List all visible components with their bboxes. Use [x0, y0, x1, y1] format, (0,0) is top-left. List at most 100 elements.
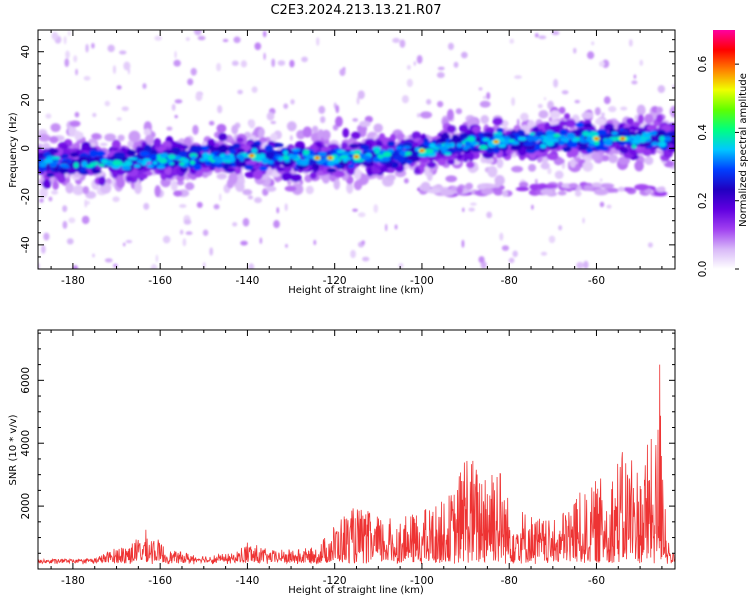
heatmap-cell — [213, 204, 220, 210]
heatmap-cell — [517, 136, 525, 141]
heatmap-cell — [381, 156, 391, 162]
heatmap-cell — [139, 150, 150, 157]
heatmap-cell — [174, 99, 183, 104]
heatmap-cell — [74, 111, 80, 118]
heatmap-cell — [540, 143, 547, 149]
x-tick-label: -80 — [501, 275, 518, 287]
heatmap-cell — [492, 117, 504, 126]
heatmap-cell — [563, 137, 569, 143]
heatmap-cell — [423, 164, 430, 177]
heatmap-cell — [247, 195, 254, 200]
heatmap-cell — [534, 178, 538, 185]
heatmap-cell — [244, 164, 254, 171]
heatmap-cell — [305, 185, 314, 195]
heatmap-cell — [559, 129, 568, 136]
heatmap-cell — [242, 217, 250, 227]
x-tick-label: -140 — [236, 275, 260, 287]
heatmap-cell — [544, 122, 551, 131]
heatmap-cell — [236, 137, 244, 143]
heatmap-cell — [75, 68, 78, 76]
heatmap-cell — [598, 60, 605, 67]
heatmap-cell — [265, 185, 277, 192]
heatmap-cell — [160, 152, 169, 159]
heatmap-cell — [346, 182, 354, 194]
heatmap-cell — [88, 149, 98, 158]
heatmap-cell — [111, 139, 121, 149]
heatmap-cell — [252, 170, 264, 180]
heatmap-cell — [202, 229, 209, 236]
heatmap-cell — [456, 187, 464, 194]
heatmap-cell — [48, 148, 59, 154]
colorbar-tick-label: 0.4 — [697, 124, 709, 141]
heatmap-cell — [444, 151, 452, 156]
heatmap-cell — [350, 131, 361, 140]
heatmap-cell — [608, 106, 617, 113]
heatmap-cell — [547, 167, 552, 175]
heatmap-cell — [290, 173, 302, 182]
heatmap-cell — [152, 160, 158, 165]
heatmap-cell — [193, 163, 202, 171]
heatmap-cell — [123, 242, 126, 247]
heatmap-cell — [486, 211, 493, 219]
heatmap-cell — [583, 260, 589, 269]
heatmap-cell — [215, 163, 224, 169]
heatmap-cell — [546, 152, 559, 161]
x-tick-label: -140 — [236, 575, 260, 587]
heatmap-cell — [453, 61, 459, 68]
heatmap-cell — [611, 131, 618, 136]
heatmap-cell — [91, 133, 101, 140]
heatmap-cell — [467, 152, 475, 162]
heatmap-cell — [112, 159, 123, 166]
heatmap-cell — [418, 152, 428, 157]
heatmap-cell — [482, 137, 490, 142]
heatmap-cell — [263, 52, 266, 61]
heatmap-cell — [320, 146, 330, 154]
heatmap-cell — [589, 131, 598, 137]
heatmap-cell — [150, 263, 158, 269]
heatmap-cell — [79, 166, 87, 173]
y-tick-label: 4000 — [20, 430, 32, 457]
heatmap-cell — [644, 113, 654, 124]
y-tick-label: 6000 — [20, 367, 32, 394]
heatmap-cell — [534, 33, 539, 38]
heatmap-cell — [224, 154, 231, 158]
heatmap-cell — [446, 109, 454, 121]
heatmap-cell — [99, 142, 108, 147]
heatmap-cell — [51, 31, 59, 40]
heatmap-cell — [50, 123, 61, 133]
x-tick-label: -180 — [61, 575, 85, 587]
heatmap-cell — [61, 153, 69, 158]
heatmap-cell — [538, 136, 545, 141]
heatmap-cell — [633, 74, 637, 79]
heatmap-cell — [266, 112, 275, 121]
heatmap-cell — [170, 180, 178, 192]
heatmap-cell — [466, 161, 475, 169]
heatmap-cell — [216, 123, 227, 133]
heatmap-cell — [557, 190, 567, 196]
heatmap-cell — [59, 168, 68, 174]
heatmap-cell — [396, 156, 406, 163]
heatmap-cell — [594, 188, 609, 196]
heatmap-cell — [271, 58, 276, 68]
heatmap-cell — [628, 39, 633, 47]
heatmap-cell — [403, 178, 409, 184]
heatmap-cell — [601, 112, 605, 117]
heatmap-cell — [352, 118, 359, 122]
heatmap-cell — [232, 222, 238, 227]
heatmap-cell — [185, 182, 195, 191]
heatmap-cell — [82, 186, 90, 195]
heatmap-cell — [51, 190, 59, 195]
heatmap-cell — [395, 146, 403, 150]
heatmap-cell — [38, 133, 51, 142]
heatmap-cell — [49, 162, 57, 168]
heatmap-cell — [404, 151, 412, 156]
heatmap-cell — [104, 100, 111, 107]
heatmap-cell — [523, 141, 535, 147]
heatmap-cell — [409, 157, 420, 162]
heatmap-cell — [520, 112, 529, 122]
heatmap-cell — [311, 162, 320, 167]
heatmap-cell — [594, 137, 599, 140]
chart-title: C2E3.2024.213.13.21.R07 — [270, 3, 441, 18]
heatmap-cell — [317, 151, 327, 157]
